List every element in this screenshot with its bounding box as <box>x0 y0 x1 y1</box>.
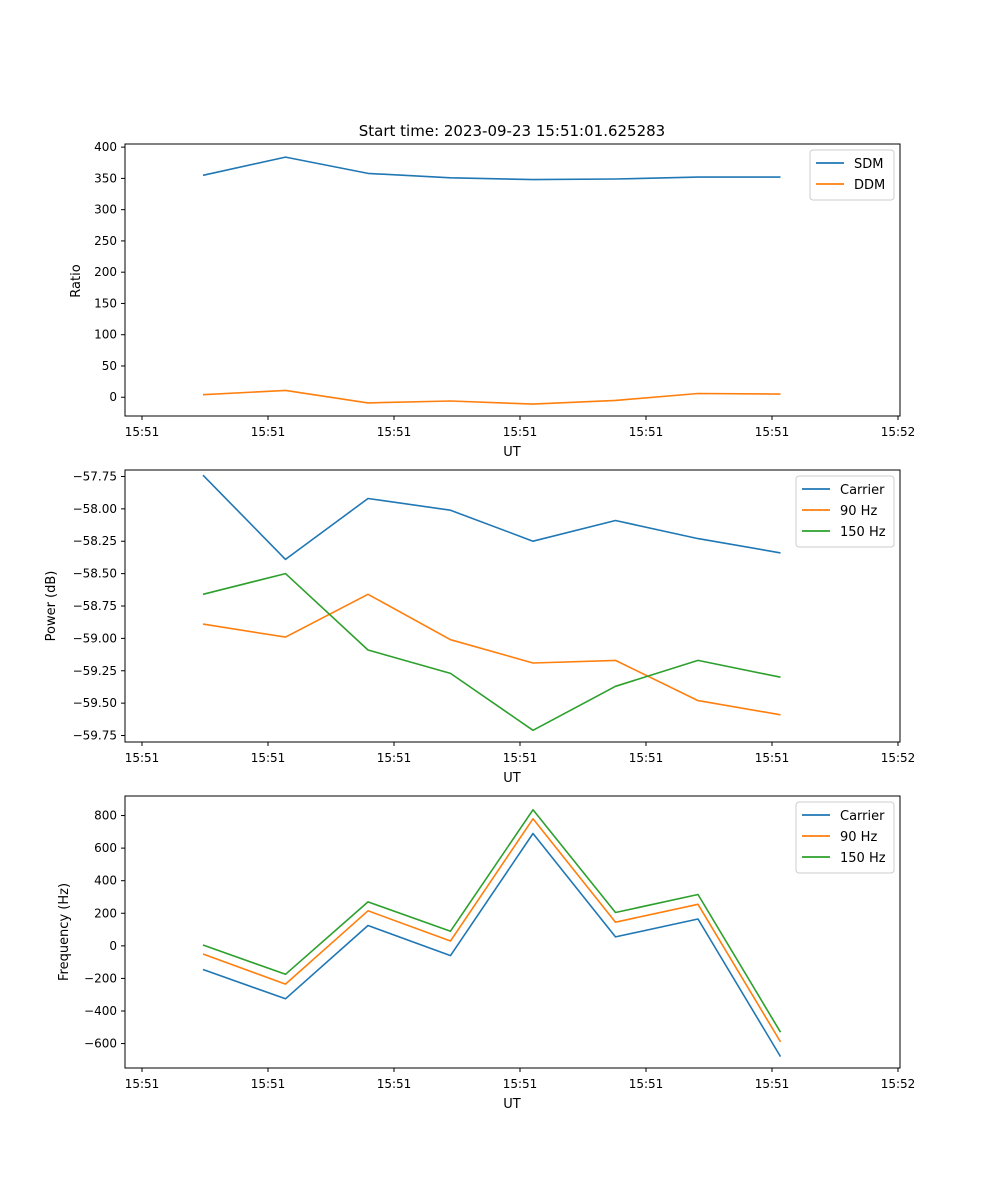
series-line-150-hz <box>202 572 781 732</box>
y-tick-label: −58.50 <box>73 567 117 581</box>
y-axis-label: Power (dB) <box>44 571 59 642</box>
legend-entry-label: Carrier <box>840 809 885 824</box>
x-tick-label: 15:51 <box>755 1077 790 1091</box>
y-tick-label: −200 <box>84 971 117 985</box>
y-tick-label: 600 <box>94 841 117 855</box>
y-tick-label: −58.75 <box>73 599 117 613</box>
y-tick-label: −59.50 <box>73 696 117 710</box>
series-line-150-hz <box>202 808 782 1033</box>
x-axis-label: UT <box>503 445 521 460</box>
y-axis-label: Frequency (Hz) <box>57 883 72 981</box>
ratio-panel: 15:51 15:51 15:51 15:51 15:51 15:51 15:52 0 50 10… <box>94 140 915 439</box>
x-tick-label: 15:51 <box>377 751 412 765</box>
x-tick-label: 15:51 <box>125 751 160 765</box>
y-tick-label: 400 <box>94 140 117 154</box>
y-tick-label: −58.25 <box>73 534 117 548</box>
legend-entry-label: 150 Hz <box>840 851 886 866</box>
axes-frame <box>124 795 901 1069</box>
x-tick-label: 15:51 <box>755 425 790 439</box>
x-tick-label: 15:51 <box>503 425 538 439</box>
series-line-ddm <box>202 389 781 405</box>
y-tick-label: −59.25 <box>73 664 117 678</box>
series-line-carrier <box>202 832 782 1058</box>
y-tick-label: −600 <box>84 1037 117 1051</box>
y-tick-label: 350 <box>94 171 117 185</box>
legend-entry-label: DDM <box>854 178 885 193</box>
y-tick-label: 250 <box>94 234 117 248</box>
y-axis-label: Ratio <box>69 264 84 297</box>
chart-title: Start time: 2023-09-23 15:51:01.625283 <box>359 122 665 140</box>
x-tick-label: 15:51 <box>503 751 538 765</box>
x-axis-label: UT <box>503 771 521 786</box>
y-tick-label: 100 <box>94 328 117 342</box>
x-tick-label: 15:51 <box>377 1077 412 1091</box>
legend-entry-label: SDM <box>854 157 883 172</box>
y-tick-label: 200 <box>94 906 117 920</box>
y-tick-label: −58.00 <box>73 502 117 516</box>
legend-entry-label: 90 Hz <box>840 504 877 519</box>
legend-box <box>795 801 895 874</box>
legend-box <box>795 475 895 548</box>
x-tick-label: 15:51 <box>125 1077 160 1091</box>
series-line-carrier <box>202 474 781 561</box>
y-tick-label: −57.75 <box>73 469 117 483</box>
y-tick-label: 0 <box>109 939 117 953</box>
x-tick-label: 15:51 <box>503 1077 538 1091</box>
series-line-sdm <box>202 156 781 181</box>
y-tick-label: 150 <box>94 296 117 310</box>
x-tick-label: 15:51 <box>377 425 412 439</box>
y-tick-label: 800 <box>94 809 117 823</box>
y-tick-label: −59.75 <box>73 729 117 743</box>
y-tick-label: −59.00 <box>73 631 117 645</box>
x-tick-label: 15:51 <box>629 751 664 765</box>
x-tick-label: 15:51 <box>251 425 286 439</box>
x-tick-label: 15:51 <box>125 425 160 439</box>
legend-entry-label: Carrier <box>840 483 885 498</box>
legend-entry-label: 90 Hz <box>840 830 877 845</box>
x-axis-label: UT <box>503 1097 521 1112</box>
legend-entry-label: 150 Hz <box>840 525 886 540</box>
series-line-90-hz <box>202 817 782 1043</box>
x-tick-label: 15:52 <box>881 1077 916 1091</box>
series-line-90-hz <box>202 593 781 716</box>
x-tick-label: 15:51 <box>629 1077 664 1091</box>
y-tick-label: −400 <box>84 1004 117 1018</box>
frequency-panel: 15:51 15:51 15:51 15:51 15:51 15:51 15:52 −600 −… <box>84 795 916 1091</box>
y-tick-label: 300 <box>94 203 117 217</box>
x-tick-label: 15:52 <box>881 751 916 765</box>
y-tick-label: 0 <box>109 390 117 404</box>
axes-frame <box>124 143 901 417</box>
y-tick-label: 200 <box>94 265 117 279</box>
y-tick-label: 400 <box>94 874 117 888</box>
power-panel: 15:51 15:51 15:51 15:51 15:51 15:51 15:52 −59.7… <box>73 469 916 765</box>
y-tick-label: 50 <box>102 359 117 373</box>
x-tick-label: 15:51 <box>251 1077 286 1091</box>
x-tick-label: 15:51 <box>629 425 664 439</box>
x-tick-label: 15:51 <box>755 751 790 765</box>
x-tick-label: 15:51 <box>251 751 286 765</box>
x-tick-label: 15:52 <box>881 425 916 439</box>
